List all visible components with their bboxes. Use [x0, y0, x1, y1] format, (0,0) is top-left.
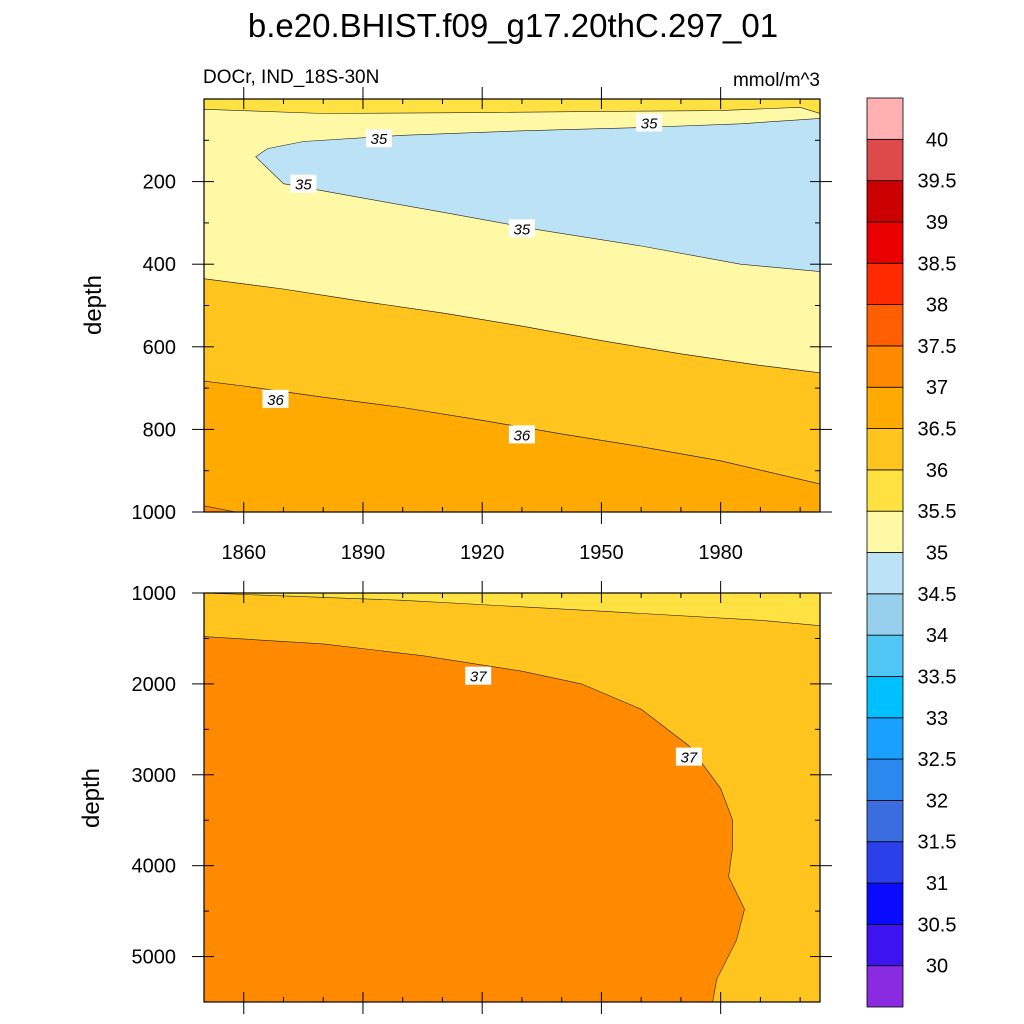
- colorbar-swatch: [866, 469, 904, 512]
- lower-frame: [203, 592, 821, 1003]
- contour-label-box: [508, 425, 535, 444]
- contour-label: 37: [465, 666, 492, 686]
- colorbar-label: 36.5: [918, 419, 957, 441]
- colorbar-label: 33: [926, 708, 948, 730]
- y-tick-label: 400: [143, 254, 176, 276]
- colorbar-swatch: [866, 180, 904, 223]
- colorbar-label: 38: [926, 295, 948, 317]
- contour-label-box: [675, 747, 702, 766]
- x-tick-label: 1950: [579, 542, 624, 564]
- colorbar-swatch: [866, 800, 904, 843]
- colorbar-label: 34: [926, 625, 948, 647]
- colorbar-swatch: [866, 758, 904, 801]
- colorbar-label: 39: [926, 212, 948, 234]
- contour-label-value: 36: [514, 427, 531, 444]
- colorbar-swatch: [866, 304, 904, 347]
- x-tick-label: 1860: [221, 542, 266, 564]
- colorbar-label: 31: [926, 873, 948, 895]
- contour-label-value: 36: [267, 392, 284, 409]
- colorbar-swatch: [866, 428, 904, 471]
- y-tick-label: 2000: [132, 674, 177, 696]
- x-tick-label: 1920: [460, 542, 505, 564]
- colorbar-swatch: [866, 965, 904, 1008]
- colorbar-swatch: [866, 841, 904, 884]
- upper-panel: 1860 1890 1920 1950 1980 200 400 600 800 1000 35 35…: [132, 87, 832, 564]
- contour-label: 35: [508, 219, 535, 238]
- y-tick-label: 200: [143, 172, 176, 194]
- colorbar-swatch: [866, 923, 904, 967]
- colorbar-label: 39.5: [918, 171, 957, 193]
- y-tick-label: 5000: [132, 947, 177, 969]
- colorbar-label: 36: [926, 460, 948, 482]
- contour-label-value: 35: [514, 221, 531, 238]
- colorbar: 30 30.5 31 31.5 32 32.5 33 33.5 34 34.5 35 35.5 36 36…: [866, 97, 957, 1008]
- colorbar-swatch: [866, 717, 904, 760]
- colorbar-swatch: [866, 221, 904, 264]
- contour-region-34.5: [255, 118, 820, 272]
- contour-label-box: [508, 219, 535, 238]
- upper-filled-contours: [204, 99, 820, 512]
- upper-depth-axis-title: depth: [80, 275, 107, 335]
- colorbar-swatch: [866, 634, 904, 677]
- colorbar-swatch: [866, 676, 904, 719]
- y-tick-label: 800: [143, 419, 176, 441]
- contour-region-37: [204, 505, 236, 512]
- contour-label: 36: [262, 389, 289, 409]
- lower-depth-axis-title: depth: [78, 768, 105, 828]
- y-tick-label: 4000: [132, 856, 177, 878]
- contour-label: 36: [508, 425, 535, 444]
- contour-label-box: [465, 666, 492, 685]
- contour-label: 35: [365, 129, 392, 148]
- contour-label-value: 37: [681, 750, 698, 767]
- figure-title: b.e20.BHIST.f09_g17.20thC.297_01: [248, 7, 778, 44]
- contour-label-value: 37: [470, 669, 487, 686]
- colorbar-label: 35.5: [918, 501, 957, 523]
- colorbar-label: 30.5: [918, 914, 957, 936]
- lower-panel: 1000 2000 3000 4000 5000 37 37: [132, 581, 832, 1014]
- colorbar-label: 31.5: [918, 832, 957, 854]
- colorbar-label: 32: [926, 790, 948, 812]
- colorbar-swatch: [866, 552, 904, 595]
- contour-label: 35: [290, 174, 317, 194]
- y-tick-label: 1000: [132, 583, 177, 605]
- contour-label-value: 35: [295, 177, 312, 194]
- colorbar-swatch: [866, 97, 904, 140]
- contour-label-value: 35: [371, 131, 388, 148]
- contour-label-box: [262, 389, 289, 408]
- colorbar-label: 35: [926, 543, 948, 565]
- contour-label: 35: [636, 113, 663, 133]
- y-tick-label: 3000: [132, 765, 177, 787]
- contour-label-value: 35: [641, 116, 658, 133]
- contour-label-box: [290, 174, 317, 193]
- colorbar-swatch: [866, 138, 904, 182]
- colorbar-swatch: [866, 593, 904, 636]
- y-tick-label: 1000: [132, 502, 177, 524]
- colorbar-swatch: [866, 386, 904, 429]
- colorbar-label: 37: [926, 377, 948, 399]
- colorbar-label: 37.5: [918, 336, 957, 358]
- colorbar-label: 40: [926, 129, 948, 151]
- colorbar-label: 34.5: [918, 584, 957, 606]
- colorbar-label: 33.5: [918, 667, 957, 689]
- colorbar-swatch: [866, 262, 904, 305]
- colorbar-label: 38.5: [918, 253, 957, 275]
- units-label: mmol/m^3: [733, 70, 820, 91]
- x-tick-label: 1890: [341, 542, 386, 564]
- contour-label-box: [365, 129, 392, 148]
- lower-filled-contours: [204, 593, 820, 1002]
- colorbar-swatch: [866, 345, 904, 388]
- y-tick-label: 600: [143, 337, 176, 359]
- colorbar-swatch: [866, 510, 904, 553]
- colorbar-label: 30: [926, 956, 948, 978]
- variable-label: DOCr, IND_18S-30N: [203, 67, 379, 88]
- x-tick-label: 1980: [698, 542, 743, 564]
- colorbar-swatch: [866, 882, 904, 925]
- contour-label: 37: [675, 747, 702, 767]
- contour-label-box: [636, 113, 663, 132]
- contour-region-37: [204, 636, 745, 1002]
- colorbar-label: 32.5: [918, 749, 957, 771]
